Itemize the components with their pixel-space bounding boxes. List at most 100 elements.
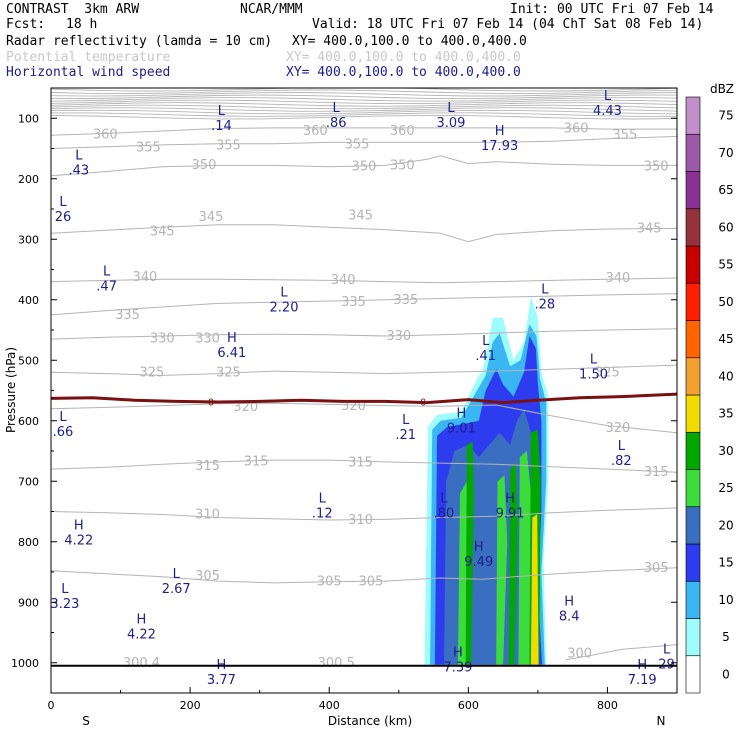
wind-speed-value: .43: [68, 163, 89, 178]
colorbar-swatch-40: [685, 357, 701, 396]
colorbar-swatch-75: [685, 96, 701, 135]
fcst-label: Fcst:: [6, 17, 46, 32]
colorbar-tick-label: 15: [718, 556, 733, 570]
wind-speed-value: .14: [211, 119, 232, 134]
theta-label: 350: [192, 158, 217, 173]
reflectivity-region-25dbz: [496, 475, 508, 665]
theta-band-line: [51, 107, 677, 112]
theta-band-line: [51, 94, 677, 100]
wind-speed-value: 3.23: [50, 597, 79, 612]
colorbar-swatch-55: [685, 245, 701, 284]
wind-speed-value: 26: [55, 210, 72, 225]
theta-label: 360: [564, 122, 589, 137]
theta-label: 360: [93, 128, 118, 143]
theta-band-line: [51, 88, 677, 92]
theta-label: 320: [605, 421, 630, 436]
theta-band-line: [51, 114, 677, 120]
valid-time: Valid: 18 UTC Fri 07 Feb 14 (04 ChT Sat …: [312, 17, 704, 32]
wind-extremum-low: L: [402, 413, 410, 428]
wind-speed-value: .66: [53, 425, 74, 440]
wind-extremum-high: H: [453, 646, 463, 661]
reflectivity-fill-layer: [424, 296, 549, 666]
fcst-value: 18 h: [66, 17, 98, 32]
colorbar-tick-label: 40: [718, 369, 733, 383]
field1-name: Radar reflectivity (lamda = 10 cm): [6, 34, 273, 49]
wind-speed-value: .21: [395, 428, 416, 443]
theta-label: 310: [348, 513, 373, 528]
wind-extremum-low: L: [333, 101, 341, 116]
y-tick-label: 800: [18, 536, 39, 549]
wind-extremum-high: H: [227, 331, 237, 346]
wind-extremum-low: L: [590, 352, 598, 367]
colorbar-tick-label: 25: [718, 481, 733, 495]
wind-speed-value: 7.19: [628, 673, 657, 688]
wind-speed-value: .28: [535, 298, 556, 313]
theta-contour-360: [51, 127, 677, 136]
org-label: NCAR/MMM: [240, 2, 303, 17]
theta-label: 345: [150, 224, 175, 239]
reflectivity-region-30dbz: [465, 441, 474, 665]
theta-label: 320: [233, 400, 258, 415]
y-tick-label: 300: [18, 233, 39, 246]
theta-label: 305: [317, 575, 342, 590]
wind-speed-value: 9.49: [464, 555, 493, 570]
wind-extremum-low: L: [61, 582, 69, 597]
theta-upper-band: [51, 88, 677, 120]
wind-extremum-low: L: [440, 491, 448, 506]
x-tick-label: 600: [458, 699, 479, 712]
wind-speed-value: 9.01: [447, 422, 476, 437]
colorbar-tick-label: 10: [718, 593, 733, 607]
theta-label: 315: [195, 459, 220, 474]
colorbar-swatch-60: [685, 208, 701, 247]
wind-speed-value: 3.09: [436, 116, 465, 131]
theta-label: 355: [345, 137, 370, 152]
wind-extremum-high: H: [564, 594, 574, 609]
colorbar-swatch-15: [685, 543, 701, 582]
wind-extremum-low: L: [604, 89, 612, 104]
theta-label: 330: [195, 331, 220, 346]
colorbar-tick-label: 50: [718, 295, 733, 309]
colorbar-unit: dBZ: [710, 82, 734, 96]
theta-band-line: [51, 97, 677, 102]
wind-extremum-high: H: [474, 540, 484, 555]
x-tick-label: 800: [597, 699, 618, 712]
theta-label: 340: [605, 271, 630, 286]
theta-label: 325: [139, 365, 164, 380]
theta-contour-300: [565, 644, 677, 661]
theta-label: 350: [352, 160, 377, 175]
y-tick-label: 200: [18, 173, 39, 186]
field2-name: Potential temperature: [6, 50, 171, 65]
theta-label: 345: [637, 221, 662, 236]
wind-speed-value: 17.93: [481, 139, 518, 154]
theta-label: 335: [115, 308, 140, 323]
wind-extremum-low: L: [447, 101, 455, 116]
freezing-level-line: [51, 392, 677, 405]
theta-label: 330: [150, 331, 175, 346]
wind-speed-value: 4.22: [64, 534, 93, 549]
reflectivity-region-25dbz: [518, 451, 531, 665]
theta-label: 345: [348, 209, 373, 224]
theta-label: 355: [136, 140, 161, 155]
colorbar-tick-label: 5: [722, 630, 730, 644]
wind-extremum-low: L: [280, 286, 288, 301]
wind-speed-value: 6.41: [217, 346, 246, 361]
theta-contour-layer: [51, 127, 677, 661]
theta-label: 300: [567, 647, 592, 662]
colorbar-swatch-20: [685, 506, 701, 545]
wind-extremum-low: L: [482, 334, 490, 349]
theta-label: 335: [341, 295, 366, 310]
theta-label: 355: [612, 128, 637, 143]
theta-contour-310: [51, 507, 677, 521]
wind-speed-value: 4.22: [127, 627, 156, 642]
theta-label: 300.4: [123, 656, 160, 671]
theta-band-line: [51, 102, 677, 107]
x-axis-title: Distance (km): [328, 714, 412, 728]
theta-label: 330: [386, 329, 411, 344]
wind-speed-value: 9.91: [496, 506, 525, 521]
init-time: Init: 00 UTC Fri 07 Feb 14: [510, 2, 714, 17]
colorbar-tick-label: 65: [718, 183, 733, 197]
wind-extremum-high: H: [456, 407, 466, 422]
